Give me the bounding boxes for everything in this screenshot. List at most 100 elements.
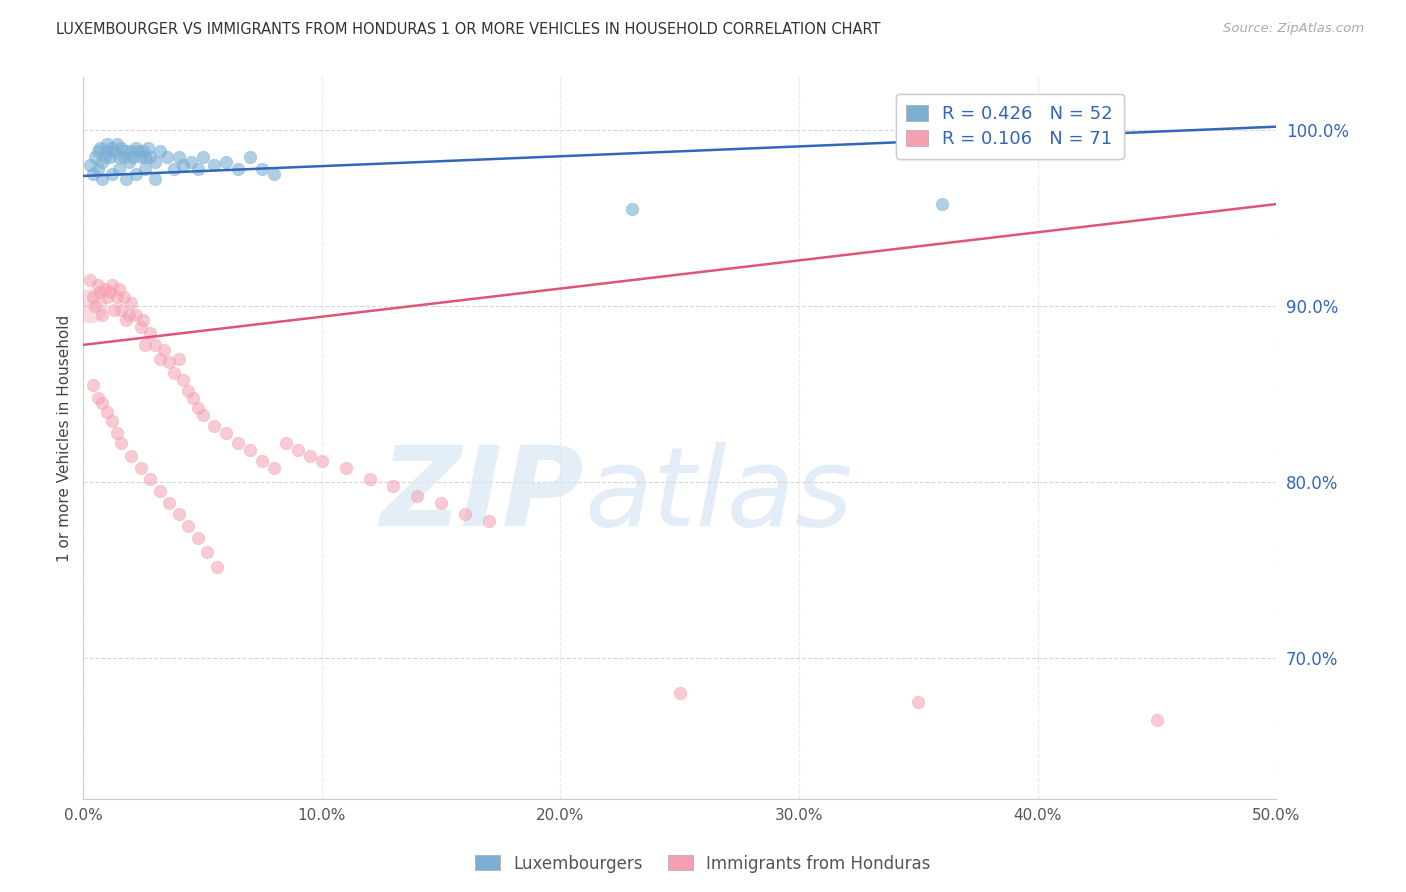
Y-axis label: 1 or more Vehicles in Household: 1 or more Vehicles in Household <box>58 315 72 562</box>
Point <box>129 320 152 334</box>
Point <box>101 141 124 155</box>
Point <box>125 167 148 181</box>
Point <box>79 158 101 172</box>
Point <box>359 472 381 486</box>
Point <box>96 290 118 304</box>
Point <box>82 290 104 304</box>
Point <box>89 285 111 299</box>
Point <box>86 278 108 293</box>
Point <box>94 150 117 164</box>
Point <box>103 302 125 317</box>
Point <box>239 443 262 458</box>
Point <box>143 154 166 169</box>
Point <box>143 172 166 186</box>
Point <box>149 483 172 498</box>
Point <box>110 141 132 155</box>
Point <box>115 145 138 159</box>
Point <box>173 158 195 172</box>
Point <box>180 154 202 169</box>
Point <box>239 150 262 164</box>
Legend: Luxembourgers, Immigrants from Honduras: Luxembourgers, Immigrants from Honduras <box>468 848 938 880</box>
Point <box>228 436 250 450</box>
Point <box>167 351 190 366</box>
Point <box>668 686 690 700</box>
Point <box>122 150 145 164</box>
Point <box>157 355 180 369</box>
Point <box>129 150 152 164</box>
Point <box>108 150 131 164</box>
Point <box>187 161 209 176</box>
Text: ZIP: ZIP <box>381 442 585 549</box>
Point <box>105 137 128 152</box>
Point <box>84 299 107 313</box>
Point <box>263 461 285 475</box>
Point <box>108 161 131 176</box>
Point <box>79 273 101 287</box>
Point <box>125 308 148 322</box>
Point <box>96 405 118 419</box>
Point <box>79 299 101 313</box>
Point <box>94 281 117 295</box>
Point <box>204 158 226 172</box>
Text: atlas: atlas <box>585 442 853 549</box>
Point <box>134 161 156 176</box>
Point <box>335 461 357 475</box>
Point <box>173 373 195 387</box>
Point <box>120 295 142 310</box>
Point <box>120 449 142 463</box>
Point <box>177 519 200 533</box>
Point <box>132 145 155 159</box>
Point <box>82 378 104 392</box>
Point <box>195 545 218 559</box>
Point <box>215 154 238 169</box>
Point <box>287 443 309 458</box>
Point <box>112 150 135 164</box>
Point <box>129 461 152 475</box>
Point <box>204 418 226 433</box>
Point <box>149 145 172 159</box>
Point <box>110 436 132 450</box>
Point <box>86 145 108 159</box>
Point <box>139 472 162 486</box>
Point <box>103 145 125 159</box>
Point <box>382 478 405 492</box>
Point <box>101 278 124 293</box>
Point <box>134 338 156 352</box>
Point <box>84 150 107 164</box>
Point <box>228 161 250 176</box>
Point <box>250 454 273 468</box>
Point <box>907 695 929 709</box>
Point <box>191 409 214 423</box>
Point <box>250 161 273 176</box>
Point <box>931 197 953 211</box>
Point <box>105 425 128 440</box>
Point <box>101 413 124 427</box>
Text: LUXEMBOURGER VS IMMIGRANTS FROM HONDURAS 1 OR MORE VEHICLES IN HOUSEHOLD CORRELA: LUXEMBOURGER VS IMMIGRANTS FROM HONDURAS… <box>56 22 880 37</box>
Point <box>82 167 104 181</box>
Point <box>167 507 190 521</box>
Point <box>115 172 138 186</box>
Point <box>620 202 643 217</box>
Point <box>110 302 132 317</box>
Point <box>263 167 285 181</box>
Point <box>191 150 214 164</box>
Point <box>98 150 121 164</box>
Point <box>298 449 321 463</box>
Point <box>89 141 111 155</box>
Point <box>105 290 128 304</box>
Point <box>98 285 121 299</box>
Point <box>132 313 155 327</box>
Point <box>167 150 190 164</box>
Point <box>157 496 180 510</box>
Point <box>406 489 429 503</box>
Point <box>454 507 477 521</box>
Point <box>205 559 228 574</box>
Point <box>187 401 209 416</box>
Point <box>143 338 166 352</box>
Point <box>430 496 453 510</box>
Point <box>156 150 179 164</box>
Point <box>91 172 114 186</box>
Point <box>311 454 333 468</box>
Point <box>96 137 118 152</box>
Point <box>112 290 135 304</box>
